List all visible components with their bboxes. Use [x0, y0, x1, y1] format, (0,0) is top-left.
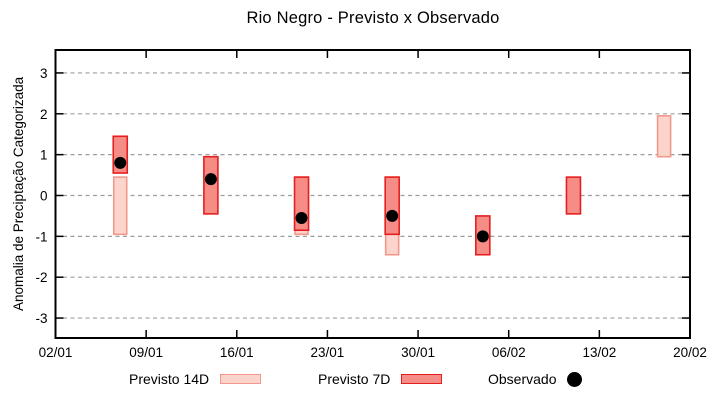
- legend-entry-previsto-14d: Previsto 14D: [129, 368, 262, 390]
- legend-swatch-14d-icon: [220, 374, 262, 384]
- x-tick-label: 23/01: [311, 345, 345, 360]
- x-tick-label: 30/01: [401, 345, 435, 360]
- plot-border: [54, 49, 691, 339]
- observed-dot: [295, 211, 308, 224]
- forecast-bar-7d: [565, 176, 582, 215]
- legend-dot-observado-icon: [567, 371, 583, 387]
- y-tick-label: -1: [35, 229, 47, 244]
- y-tick-label: 3: [40, 66, 48, 81]
- forecast-bar-14d: [656, 115, 672, 158]
- observed-dot: [114, 156, 127, 169]
- legend-swatch-7d-icon: [401, 374, 443, 384]
- y-tick-label: -3: [35, 311, 47, 326]
- x-tick-label: 02/01: [39, 345, 73, 360]
- x-tick-label: 20/02: [673, 345, 707, 360]
- x-tick-label: 13/02: [582, 345, 616, 360]
- forecast-bar-7d: [384, 176, 400, 236]
- x-tick-label: 16/01: [220, 345, 254, 360]
- observed-dot: [476, 230, 489, 243]
- x-tick-label: 06/02: [492, 345, 526, 360]
- y-tick-label: 2: [40, 107, 48, 122]
- legend-label-observado: Observado: [488, 371, 557, 387]
- legend-entry-previsto-7d: Previsto 7D: [318, 368, 443, 390]
- y-tick-label: 0: [40, 189, 48, 204]
- legend-label-previsto-7d: Previsto 7D: [318, 371, 391, 387]
- legend-label-previsto-14d: Previsto 14D: [129, 371, 210, 387]
- chart-title: Rio Negro - Previsto x Observado: [246, 9, 500, 27]
- forecast-bar-7d: [203, 155, 219, 215]
- legend-entry-observado: Observado: [488, 368, 583, 390]
- observed-dot: [204, 173, 217, 186]
- y-tick-label: 1: [40, 148, 48, 163]
- y-tick-label: -2: [35, 270, 47, 285]
- legend: Previsto 14D Previsto 7D Observado: [0, 368, 720, 394]
- observed-dot: [386, 209, 399, 222]
- forecast-bar-14d: [112, 176, 128, 236]
- x-tick-label: 09/01: [129, 345, 163, 360]
